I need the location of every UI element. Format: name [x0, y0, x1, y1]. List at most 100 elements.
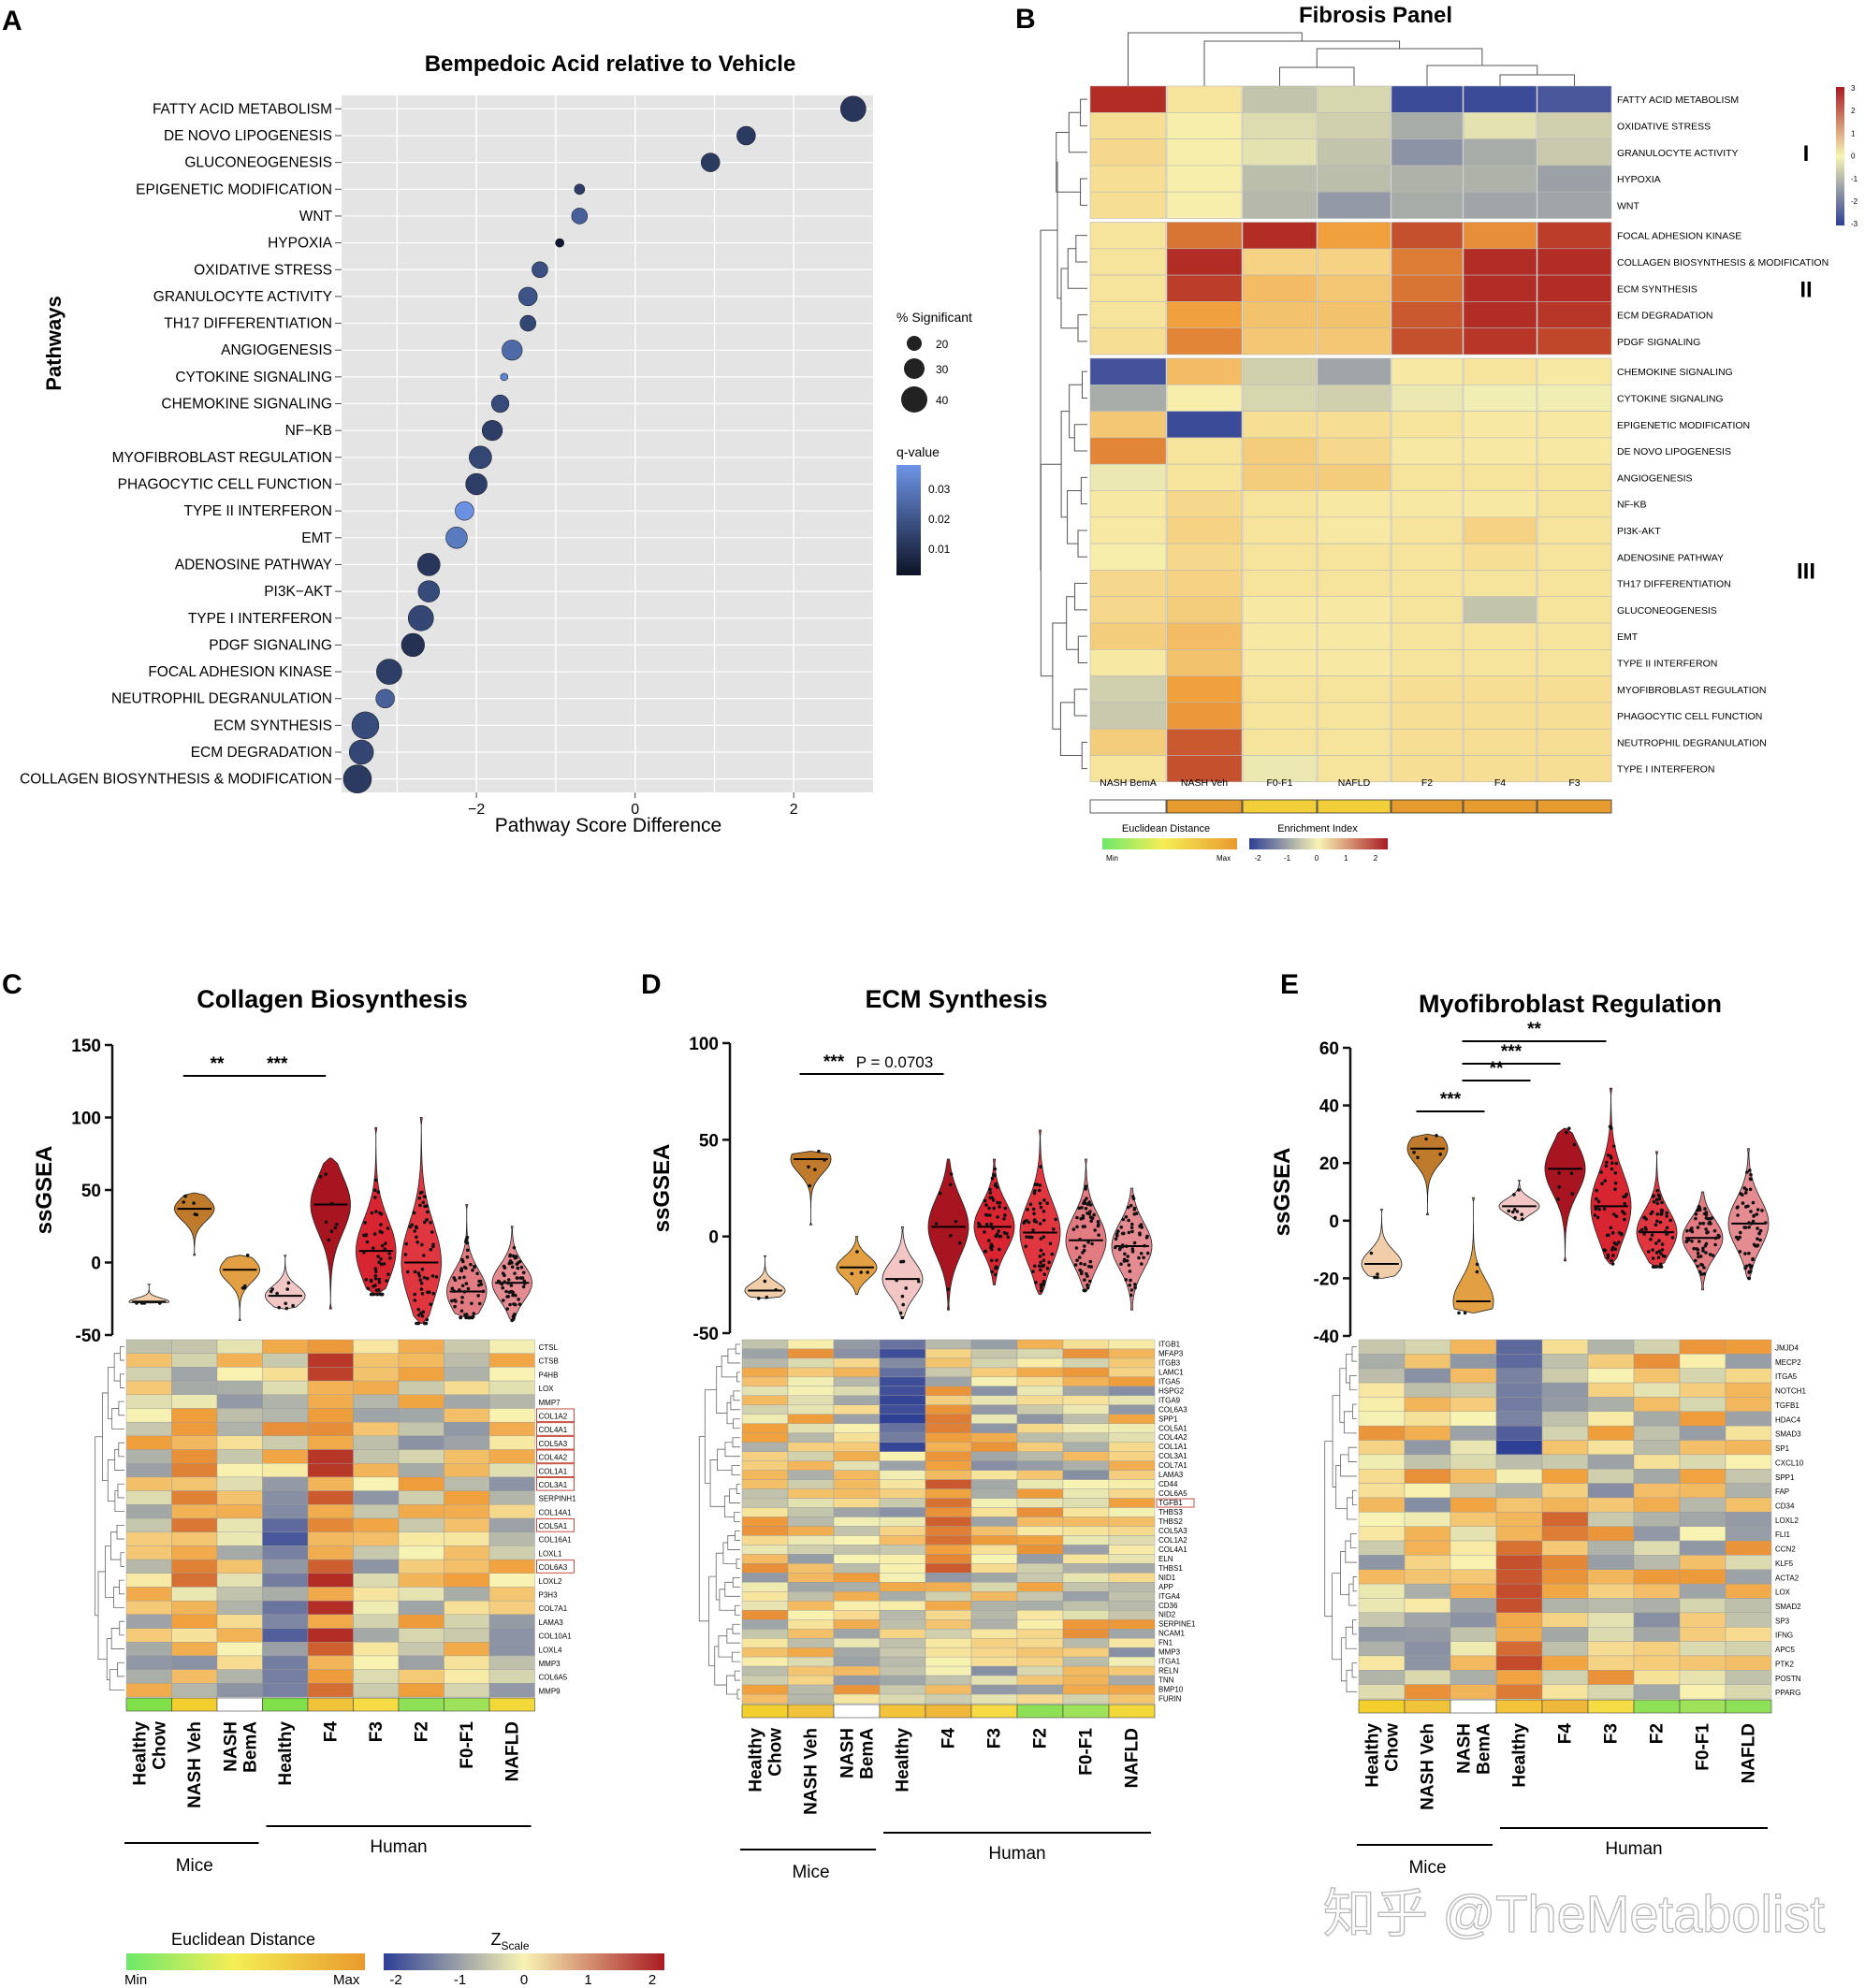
dot-f3	[362, 1250, 366, 1255]
dot-f3	[388, 1256, 392, 1260]
heat-cell-jmjd4-5	[1587, 1339, 1635, 1355]
gene-label-jmjd4: JMJD4	[1775, 1344, 1799, 1353]
dot-f2	[417, 1274, 422, 1278]
dot-nafld	[1129, 1288, 1134, 1292]
dot-f0-f1	[1704, 1212, 1709, 1217]
row-link-clrl	[1080, 476, 1087, 505]
dot-nafld	[508, 1253, 513, 1257]
heat-cell-fap-5	[1587, 1483, 1635, 1499]
group-label-f0-f1: F0-F1	[1077, 1728, 1097, 1776]
cell-granulocyte-activity-f3	[1537, 138, 1612, 167]
heat-cell-col1a2-7	[444, 1408, 490, 1423]
point-fatty-acid-metabolism	[839, 95, 867, 123]
dot-f0-f1	[1696, 1226, 1700, 1229]
heat-cell-lox-4	[1541, 1583, 1589, 1599]
cell-fatty-acid-metabolism-nafld	[1317, 85, 1391, 113]
row-label-wnt: WNT	[1617, 200, 1639, 211]
dot-f3	[985, 1213, 989, 1217]
dot-healthy	[1520, 1212, 1523, 1216]
heat-cell-lamc1-2	[833, 1367, 881, 1378]
heat-cell-loxl1-1	[171, 1545, 218, 1560]
pathway-label-chemokine-signaling: CHEMOKINE SIGNALING	[161, 397, 332, 413]
dot-f2	[1047, 1260, 1051, 1265]
dot-f3	[373, 1196, 377, 1199]
cell-angiogenesis-f3	[1537, 463, 1612, 491]
heat-cell-thbs1-6	[1016, 1563, 1064, 1574]
heat-cell-apc5-2	[1450, 1641, 1497, 1657]
cell-focal-adhesion-kinase-f0-f1	[1242, 222, 1318, 250]
distance-cell-nafld	[1317, 799, 1391, 814]
dot-nafld	[1131, 1195, 1135, 1198]
dot-f0-f1	[1073, 1263, 1078, 1267]
gene-label-col6a5: COL6A5	[539, 1674, 568, 1682]
dot-f3	[380, 1243, 385, 1248]
heat-cell-fap-8	[1725, 1483, 1772, 1499]
cell-type-i-interferon-f3	[1537, 755, 1612, 783]
gene-label-mmp3: MMP3	[539, 1660, 561, 1668]
gene-dendrogram-link	[729, 1488, 740, 1503]
pathway-label-angiogenesis: ANGIOGENESIS	[221, 342, 332, 358]
heat-cell-fap-0	[1358, 1483, 1406, 1499]
dot-nash-veh	[1412, 1151, 1416, 1154]
gene-dendrogram-link	[1352, 1489, 1357, 1506]
heat-cell-tnn-7	[1062, 1675, 1110, 1686]
heat-cell-loxl4-1	[171, 1642, 218, 1657]
heat-cell-col4a1-5	[353, 1421, 400, 1437]
dot-nafld	[1126, 1205, 1130, 1210]
gene-label-tnn: TNN	[1158, 1676, 1174, 1685]
dot-healthy-chow	[757, 1297, 761, 1300]
heat-cell-sp1-3	[1495, 1440, 1543, 1456]
dot-f0-f1	[1082, 1248, 1086, 1253]
dot-nafld	[508, 1259, 513, 1263]
dot-f0-f1	[1097, 1233, 1100, 1237]
heat-cell-smad3-6	[1633, 1425, 1681, 1441]
heat-cell-jmjd4-0	[1358, 1339, 1406, 1355]
dot-f0-f1	[1080, 1206, 1084, 1210]
dot-f4	[327, 1238, 331, 1242]
heat-cell-mmp3-2	[833, 1647, 881, 1658]
group-label-line: F4	[321, 1721, 341, 1743]
dot-nafld	[1756, 1237, 1759, 1241]
dot-nafld	[1120, 1244, 1125, 1249]
dot-healthy-chow	[142, 1301, 147, 1305]
dot-f3	[386, 1226, 390, 1230]
heat-cell-col1a1-8	[1108, 1442, 1156, 1452]
heat-cell-col6a3-6	[1016, 1404, 1064, 1415]
group-label-healthy-chow: HealthyChow	[130, 1721, 169, 1786]
dot-f3	[987, 1206, 991, 1211]
cell-adenosine-pathway-f2	[1391, 543, 1464, 571]
x-tick-label-0: −2	[468, 802, 485, 818]
dot-f4	[949, 1172, 954, 1176]
heat-cell-thbs1-3	[879, 1563, 926, 1574]
dot-nafld	[1125, 1258, 1129, 1263]
heat-cell-itga4-4	[925, 1591, 972, 1602]
cell-phagocytic-cell-function-f3	[1537, 702, 1612, 730]
dot-f3	[1612, 1144, 1616, 1148]
violin-healthy	[1498, 1180, 1540, 1222]
dot-f4	[333, 1226, 338, 1230]
heat-cell-col6a5-6	[398, 1669, 444, 1684]
heat-cell-col16a1-8	[488, 1531, 535, 1546]
cell-focal-adhesion-kinase-nash-veh	[1166, 222, 1243, 250]
gene-label-col4a1: COL4A1	[539, 1426, 568, 1434]
heat-cell-sp3-8	[1725, 1612, 1772, 1628]
heat-cell-col7a1-4	[307, 1600, 354, 1616]
heat-cell-mecp2-0	[1358, 1354, 1406, 1369]
heat-cell-col10a1-1	[171, 1628, 218, 1643]
point-granulocyte-activity	[517, 286, 538, 307]
cell-de-novo-lipogenesis-nash-veh	[1166, 437, 1243, 465]
dot-f3	[1003, 1206, 1008, 1211]
dot-nafld	[1736, 1213, 1740, 1217]
dot-f3	[376, 1255, 380, 1258]
y-tick-label-2: 50	[699, 1131, 719, 1151]
heat-cell-thbs2-7	[1062, 1516, 1110, 1527]
dot-nafld	[1144, 1236, 1149, 1240]
dot-f2	[1028, 1202, 1033, 1207]
cell-de-novo-lipogenesis-f4	[1463, 437, 1537, 465]
heat-cell-col1a1-6	[398, 1463, 444, 1478]
dot-f3	[363, 1221, 367, 1225]
dot-nafld	[1132, 1241, 1137, 1245]
dot-f0-f1	[1079, 1217, 1083, 1221]
heat-cell-fap-1	[1404, 1483, 1451, 1499]
heat-cell-smad2-0	[1358, 1598, 1406, 1614]
